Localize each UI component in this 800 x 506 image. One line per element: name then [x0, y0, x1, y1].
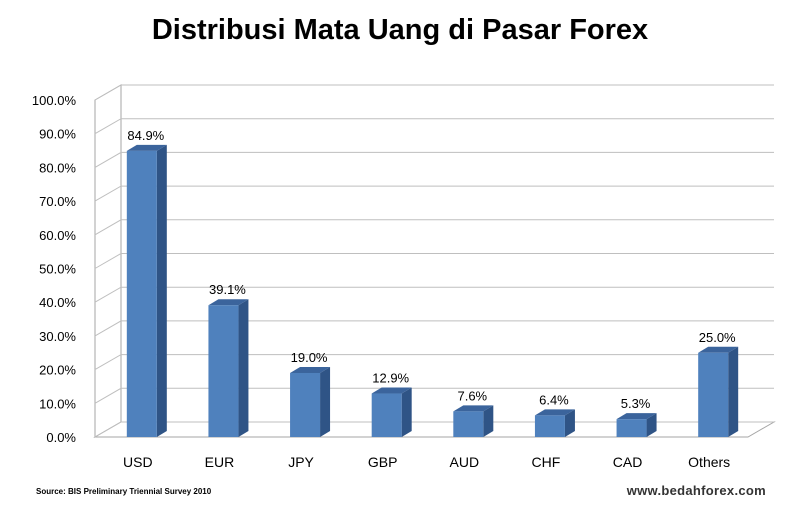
y-tick-label: 50.0%	[39, 262, 76, 277]
bar	[453, 405, 494, 437]
bar	[616, 413, 657, 437]
bar-top	[290, 366, 331, 373]
x-tick-label: GBP	[368, 454, 398, 470]
bar-side	[728, 346, 739, 437]
y-tick-label: 40.0%	[39, 295, 76, 310]
bar-top	[126, 144, 167, 151]
bar	[290, 366, 331, 437]
data-label: 25.0%	[699, 330, 736, 345]
data-label: 39.1%	[209, 282, 246, 297]
bar-side	[564, 409, 575, 437]
gridline	[94, 387, 774, 404]
gridline	[94, 151, 774, 168]
source-note: Source: BIS Preliminary Triennial Survey…	[36, 487, 212, 496]
data-label: 7.6%	[457, 388, 487, 403]
y-axis-tick-labels: 0.0% 10.0% 20.0% 30.0% 40.0% 50.0% 60.0% 70.0% 8…	[32, 93, 77, 445]
data-label: 6.4%	[539, 392, 569, 407]
gridline	[94, 320, 774, 337]
bar-top	[616, 413, 657, 420]
data-label: 12.9%	[372, 371, 409, 386]
bar-top	[534, 409, 575, 416]
bar-front	[698, 352, 729, 437]
x-tick-label: CHF	[532, 454, 561, 470]
bars	[126, 144, 739, 437]
gridline	[94, 185, 774, 202]
gridline	[94, 118, 774, 135]
y-tick-label: 80.0%	[39, 160, 76, 175]
bar	[371, 387, 412, 437]
y-tick-label: 60.0%	[39, 228, 76, 243]
bar-front	[290, 372, 321, 437]
bar-front	[371, 393, 402, 437]
x-tick-label: USD	[123, 454, 153, 470]
bar-front	[534, 415, 565, 437]
bar-side	[483, 405, 494, 437]
x-axis-tick-labels: USD EUR JPY GBP AUD CHF CAD Others	[123, 454, 730, 470]
gridline	[94, 354, 774, 371]
y-tick-label: 20.0%	[39, 363, 76, 378]
data-label: 19.0%	[291, 350, 328, 365]
watermark: www.bedahforex.com	[626, 483, 766, 498]
x-tick-label: AUD	[450, 454, 480, 470]
bar-front	[126, 150, 157, 437]
y-tick-label: 30.0%	[39, 329, 76, 344]
y-tick-label: 70.0%	[39, 194, 76, 209]
x-tick-label: EUR	[205, 454, 235, 470]
y-tick-label: 0.0%	[46, 430, 76, 445]
x-tick-label: JPY	[288, 454, 314, 470]
bar	[698, 346, 739, 437]
bar-front	[453, 411, 484, 437]
x-tick-label: CAD	[613, 454, 643, 470]
floor	[93, 421, 776, 438]
bar-front	[616, 419, 647, 437]
bar-top	[208, 299, 249, 306]
data-label: 84.9%	[127, 128, 164, 143]
x-tick-label: Others	[688, 454, 730, 470]
bar-side	[401, 387, 412, 437]
bar-side	[646, 413, 657, 437]
gridlines	[94, 84, 774, 438]
bar-top	[698, 346, 739, 353]
chart-title: Distribusi Mata Uang di Pasar Forex	[151, 14, 649, 46]
bar	[534, 409, 575, 437]
y-tick-label: 90.0%	[39, 127, 76, 142]
bar-side	[156, 144, 167, 437]
chart-walls	[93, 84, 776, 438]
gridline	[94, 219, 774, 236]
data-labels: 84.9% 39.1% 19.0% 12.9% 7.6% 6.4% 5.3% 25.0%	[127, 128, 736, 411]
gridline	[94, 84, 774, 101]
bar-top	[453, 405, 494, 412]
data-label: 5.3%	[621, 396, 651, 411]
bar-front	[208, 305, 239, 437]
y-tick-label: 10.0%	[39, 396, 76, 411]
bar-top	[371, 387, 412, 394]
bar	[208, 299, 249, 437]
bar-side	[238, 299, 249, 437]
y-tick-label: 100.0%	[32, 93, 77, 108]
gridline	[94, 253, 774, 269]
gridline	[94, 286, 774, 303]
bar	[126, 144, 167, 437]
bar-side	[320, 366, 331, 437]
